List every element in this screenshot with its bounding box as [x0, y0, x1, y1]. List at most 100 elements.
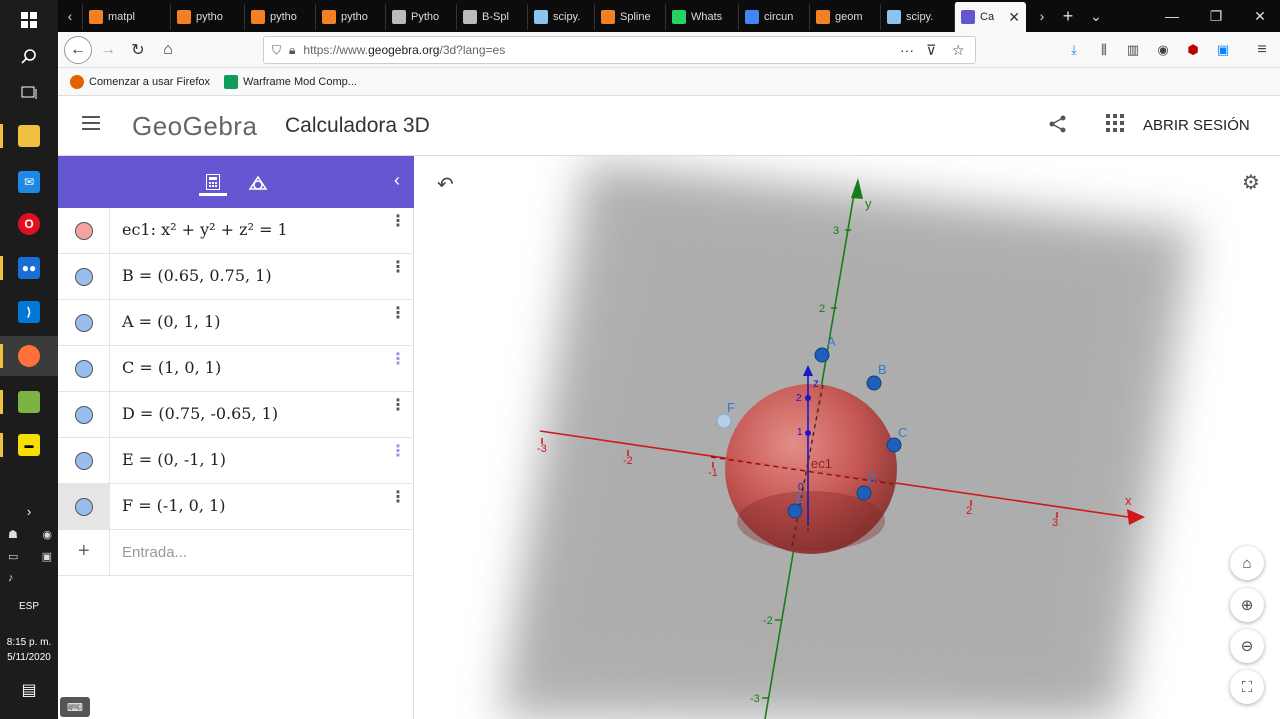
tools-icon[interactable]: [244, 170, 272, 196]
browser-tab[interactable]: pytho: [244, 4, 315, 30]
collapse-panel-icon[interactable]: ‹: [394, 170, 400, 190]
account-icon[interactable]: ◉: [1157, 42, 1169, 57]
browser-tab[interactable]: pytho: [315, 4, 385, 30]
visibility-toggle[interactable]: [58, 392, 110, 437]
visibility-toggle[interactable]: [58, 484, 110, 529]
taskbar-firefox[interactable]: [0, 336, 58, 376]
taskbar-file-explorer[interactable]: [0, 116, 58, 156]
browser-tab[interactable]: scipy.: [527, 4, 594, 30]
taskbar-app[interactable]: ●●: [0, 248, 58, 288]
bookmark-star-icon[interactable]: ☆: [952, 42, 965, 58]
calculator-icon[interactable]: [199, 170, 227, 196]
algebra-item[interactable]: E = (0, -1, 1) ⋮: [58, 438, 414, 484]
visibility-toggle[interactable]: [58, 254, 110, 299]
algebra-item[interactable]: F = (-1, 0, 1) ⋮: [58, 484, 414, 530]
volume-icon[interactable]: ♪: [8, 572, 14, 584]
algebra-expression[interactable]: C = (1, 0, 1): [122, 358, 222, 377]
task-view-button[interactable]: [0, 73, 58, 113]
tray-expand-icon[interactable]: ›: [26, 504, 32, 519]
minimize-icon[interactable]: —: [1165, 8, 1179, 24]
visibility-toggle[interactable]: [58, 438, 110, 483]
clock-date[interactable]: 5/11/2020: [7, 652, 51, 663]
apps-grid-icon[interactable]: [1106, 114, 1124, 138]
tab-close-icon[interactable]: ✕: [1008, 8, 1020, 25]
sign-in-button[interactable]: ABRIR SESIÓN: [1143, 117, 1250, 134]
tab-scroll-left-icon[interactable]: ‹: [67, 8, 73, 24]
algebra-input[interactable]: Entrada...: [122, 544, 188, 561]
algebra-expression[interactable]: F = (-1, 0, 1): [122, 496, 226, 515]
page-actions-icon[interactable]: ···: [900, 42, 914, 58]
browser-tab[interactable]: scipy.: [880, 4, 954, 30]
network-icon[interactable]: ▣: [41, 551, 52, 563]
algebra-expression[interactable]: ec1: x² + y² + z² = 1: [122, 220, 288, 239]
browser-tab[interactable]: Ca ✕: [954, 2, 1026, 32]
browser-tab[interactable]: geom: [809, 4, 880, 30]
visibility-toggle[interactable]: [58, 208, 110, 253]
save-icon[interactable]: ▣: [1216, 42, 1230, 57]
close-window-icon[interactable]: ✕: [1254, 7, 1266, 24]
discord-icon[interactable]: ◉: [42, 529, 52, 541]
search-button[interactable]: [0, 36, 58, 76]
zoom-out-button[interactable]: ⊖: [1230, 629, 1264, 663]
algebra-item[interactable]: C = (1, 0, 1) ⋮: [58, 346, 414, 392]
battery-icon[interactable]: ▭: [8, 551, 19, 563]
back-button[interactable]: ←: [64, 36, 92, 64]
clock-time[interactable]: 8:15 p. m.: [6, 637, 52, 648]
forward-button[interactable]: →: [100, 41, 116, 58]
algebra-item[interactable]: B = (0.65, 0.75, 1) ⋮: [58, 254, 414, 300]
settings-gear-icon[interactable]: ⚙: [1242, 172, 1260, 194]
home-button[interactable]: ⌂: [163, 41, 173, 58]
more-options-icon[interactable]: ⋮: [390, 305, 406, 322]
point-c[interactable]: [886, 437, 902, 453]
point-a[interactable]: [814, 347, 830, 363]
browser-tab[interactable]: matpl: [82, 4, 170, 30]
more-options-icon[interactable]: ⋮: [390, 397, 406, 414]
algebra-expression[interactable]: E = (0, -1, 1): [122, 450, 227, 469]
more-options-icon[interactable]: ⋮: [390, 443, 406, 460]
input-row[interactable]: + Entrada...: [58, 530, 414, 576]
ublock-icon[interactable]: ⬢: [1187, 42, 1199, 57]
tab-list-icon[interactable]: ⌄: [1090, 7, 1102, 24]
share-icon[interactable]: [1048, 114, 1068, 140]
algebra-item[interactable]: A = (0, 1, 1) ⋮: [58, 300, 414, 346]
geogebra-logo[interactable]: GeoGebra: [132, 111, 258, 141]
algebra-item[interactable]: ec1: x² + y² + z² = 1 ⋮: [58, 208, 414, 254]
tab-scroll-right-icon[interactable]: ›: [1039, 8, 1045, 24]
taskbar-opera[interactable]: O: [0, 204, 58, 244]
bookmark-warframe[interactable]: Warframe Mod Comp...: [224, 74, 357, 89]
keyboard-icon[interactable]: ⌨: [60, 697, 90, 717]
hamburger-menu-icon[interactable]: [82, 116, 100, 130]
point-f[interactable]: [716, 413, 732, 429]
point-d[interactable]: [856, 485, 872, 501]
teams-icon[interactable]: ☗: [8, 529, 18, 541]
lock-icon[interactable]: 🔒︎: [289, 42, 296, 57]
home-view-button[interactable]: ⌂: [1230, 546, 1264, 580]
language-indicator[interactable]: ESP: [18, 601, 39, 612]
notifications-icon[interactable]: ▤: [21, 682, 37, 699]
sidebar-icon[interactable]: ▥: [1126, 42, 1140, 57]
algebra-expression[interactable]: D = (0.75, -0.65, 1): [122, 404, 279, 423]
fullscreen-button[interactable]: ⛶: [1230, 670, 1264, 704]
browser-tab[interactable]: Whats: [665, 4, 738, 30]
point-b[interactable]: [866, 375, 882, 391]
algebra-item[interactable]: D = (0.75, -0.65, 1) ⋮: [58, 392, 414, 438]
restore-icon[interactable]: ❐: [1209, 7, 1223, 24]
graphics-3d-view[interactable]: -3 -2 -1 2 3 3 2 -2 -3 2 1 0 x y z ec1 A B C D E F ↶ ⚙ ⌂ ⊕ ⊖…: [415, 156, 1280, 719]
taskbar-notepad[interactable]: [0, 382, 58, 422]
visibility-toggle[interactable]: [58, 300, 110, 345]
library-icon[interactable]: ⫼: [1101, 42, 1107, 57]
taskbar-vscode[interactable]: ⟩: [0, 292, 58, 332]
url-bar[interactable]: ⛉ 🔒︎ https://www. geogebra.org/3d?lang=es…: [263, 36, 976, 64]
shield-icon[interactable]: ⛉: [272, 42, 282, 57]
visibility-toggle[interactable]: [58, 346, 110, 391]
start-button[interactable]: [0, 0, 58, 40]
more-options-icon[interactable]: ⋮: [390, 213, 406, 230]
reload-button[interactable]: ↻: [131, 42, 145, 59]
downloads-icon[interactable]: ⤓: [1071, 42, 1077, 57]
browser-tab[interactable]: circun: [738, 4, 809, 30]
3d-canvas[interactable]: -3 -2 -1 2 3 3 2 -2 -3 2 1 0 x y z ec1 A B C D E F: [415, 156, 1280, 719]
browser-tab[interactable]: Pytho: [385, 4, 456, 30]
undo-icon[interactable]: ↶: [437, 174, 454, 196]
browser-tab[interactable]: pytho: [170, 4, 244, 30]
more-options-icon[interactable]: ⋮: [390, 351, 406, 368]
